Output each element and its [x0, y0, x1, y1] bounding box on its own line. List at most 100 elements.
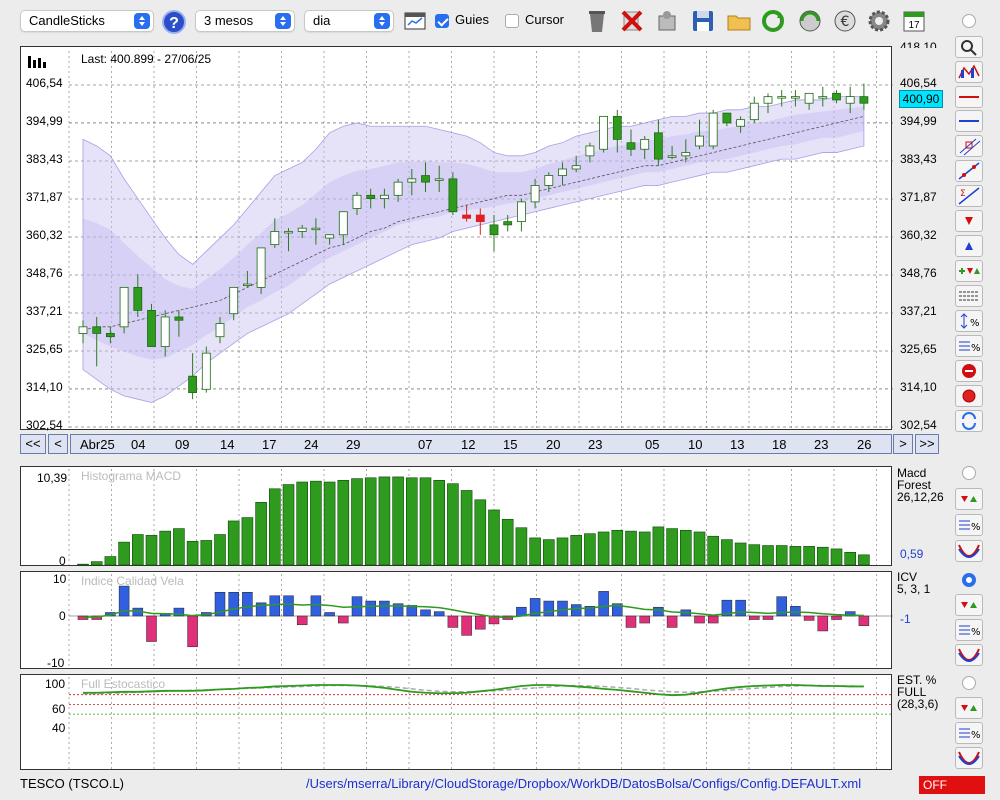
svg-text:%: % — [971, 627, 981, 638]
nav-first-button[interactable]: << — [20, 434, 46, 454]
candle-style-button[interactable] — [955, 61, 983, 83]
icv-last-value: -1 — [900, 612, 911, 626]
x-tick-label: 23 — [588, 437, 603, 452]
globe-refresh-icon[interactable] — [797, 8, 823, 34]
record-button[interactable] — [955, 385, 983, 407]
swap-button[interactable] — [955, 410, 983, 432]
candle-body — [626, 142, 636, 150]
candle-body — [366, 194, 376, 199]
icv-markers-button[interactable] — [955, 594, 983, 616]
candle — [256, 247, 266, 294]
macd-bar — [337, 480, 350, 566]
x-tick-label: Abr25 — [80, 437, 115, 452]
chart-type-select[interactable]: CandleSticks — [20, 10, 154, 32]
macd-markers-button[interactable] — [955, 488, 983, 510]
macd-panel-radio[interactable] — [962, 466, 976, 480]
nav-next-button[interactable]: > — [893, 434, 913, 454]
candle — [695, 119, 704, 150]
candle-body — [832, 92, 841, 101]
config-path-link[interactable]: /Users/mserra/Library/CloudStorage/Dropb… — [306, 776, 862, 791]
candle-body — [640, 138, 650, 150]
percent-lines-button[interactable]: % — [955, 335, 983, 357]
macd-chart[interactable] — [21, 467, 893, 567]
arrow-down-button[interactable] — [955, 210, 983, 232]
sigma-line-button[interactable]: Σ — [955, 185, 983, 207]
percent-range-button[interactable]: % — [955, 310, 983, 332]
macd-title: Histograma MACD — [81, 469, 182, 483]
price-panel[interactable]: Last: 400.899 - 27/06/25 — [20, 46, 893, 431]
macd-bar — [132, 534, 144, 566]
candle-body — [242, 283, 252, 286]
channel-button[interactable] — [955, 135, 983, 157]
icv-bar — [242, 591, 253, 617]
macd-bar — [145, 535, 158, 566]
candle — [119, 286, 129, 334]
panel-select-radio[interactable] — [962, 14, 976, 28]
stoch-percent-button[interactable]: % — [955, 722, 983, 744]
macd-bar — [611, 529, 624, 566]
macd-bar — [625, 530, 637, 566]
zoom-button[interactable] — [955, 36, 983, 58]
x-tick-label: 04 — [131, 437, 146, 452]
calculator-icon[interactable] — [402, 8, 428, 34]
nav-prev-button[interactable]: < — [48, 434, 68, 454]
candle-body — [448, 178, 458, 213]
macd-bar — [830, 548, 843, 566]
icv-bar — [694, 615, 705, 624]
icv-curves-button[interactable] — [955, 644, 983, 666]
x-tick-label: 05 — [645, 437, 660, 452]
macd-percent-button[interactable]: % — [955, 514, 983, 536]
candle — [722, 112, 732, 127]
gear-icon[interactable] — [866, 8, 892, 34]
period-select[interactable]: 3 mesos — [195, 10, 295, 32]
candle-body — [462, 214, 472, 219]
interval-select[interactable]: dia — [304, 10, 394, 32]
icv-bar — [858, 615, 870, 626]
add-markers-button[interactable] — [955, 260, 983, 282]
price-chart[interactable] — [21, 47, 893, 431]
percent-range-icon: % — [960, 313, 980, 329]
candle-body — [612, 115, 622, 140]
delete-x-icon[interactable] — [619, 8, 645, 34]
icv-chart[interactable] — [21, 572, 893, 670]
macd-curves-button[interactable] — [955, 540, 983, 562]
macd-panel[interactable]: Histograma MACD — [20, 466, 892, 566]
stoch-curves-button[interactable] — [955, 747, 983, 769]
candle-body — [489, 224, 499, 236]
save-icon[interactable] — [690, 8, 716, 34]
candle — [667, 145, 677, 160]
horizontal-line-blue-button[interactable] — [955, 110, 983, 132]
euro-icon[interactable]: € — [832, 8, 858, 34]
x-tick-label: 09 — [175, 437, 190, 452]
icv-panel-radio[interactable] — [962, 573, 976, 587]
refresh-icon[interactable] — [760, 8, 786, 34]
icv-bar — [228, 591, 239, 617]
macd-bar — [666, 528, 678, 566]
folder-icon[interactable] — [726, 8, 752, 34]
help-icon[interactable]: ? — [162, 10, 186, 34]
stochastic-panel[interactable]: Full Estocastico — [20, 674, 893, 771]
nav-last-button[interactable]: >> — [915, 434, 939, 454]
icv-bar — [749, 615, 760, 620]
channel-icon — [959, 138, 981, 156]
stoch-markers-button[interactable] — [955, 697, 983, 719]
tool-icon[interactable] — [654, 8, 680, 34]
stochastic-panel-radio[interactable] — [962, 676, 976, 690]
percent-lines-icon: % — [959, 341, 981, 354]
trendline-button[interactable] — [955, 160, 983, 182]
clear-button[interactable] — [955, 360, 983, 382]
guides-checkbox[interactable] — [435, 14, 449, 28]
trash-icon[interactable] — [584, 8, 610, 34]
grid-lines-button[interactable] — [955, 285, 983, 307]
icv-panel[interactable]: Indice Calidad Vela — [20, 571, 893, 670]
horizontal-line-red-button[interactable] — [955, 86, 983, 108]
candle — [708, 109, 718, 150]
macd-bar — [570, 535, 583, 566]
interval-value: dia — [313, 13, 331, 28]
icv-percent-button[interactable]: % — [955, 619, 983, 641]
stochastic-chart[interactable] — [21, 675, 893, 771]
cursor-checkbox[interactable] — [505, 14, 519, 28]
arrow-up-button[interactable] — [955, 235, 983, 257]
calendar-icon[interactable]: 17 — [901, 8, 927, 34]
macd-bar — [679, 529, 692, 566]
